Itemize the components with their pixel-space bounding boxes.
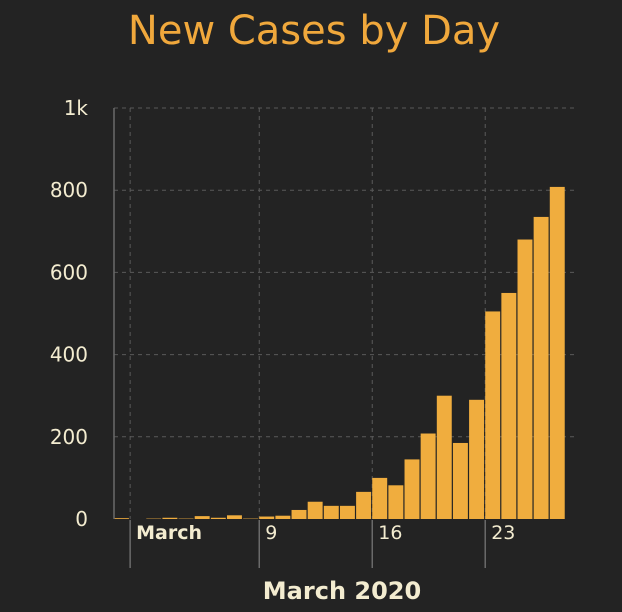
x-tick-label: March (136, 522, 202, 544)
bar (388, 485, 404, 519)
bar (259, 516, 275, 519)
bar (339, 505, 355, 519)
bar-layer (114, 186, 565, 520)
y-tick-label: 200 (50, 425, 88, 449)
bar (162, 517, 178, 519)
bar (210, 517, 226, 519)
bar (356, 491, 372, 519)
bar (114, 518, 129, 519)
bar (501, 292, 517, 519)
bar (469, 399, 485, 519)
y-tick-label: 0 (75, 507, 88, 531)
bar (323, 505, 339, 519)
x-axis-label: March 2020 (263, 577, 421, 605)
bar (291, 509, 307, 519)
bar (275, 515, 291, 519)
y-tick-label: 600 (50, 260, 88, 284)
bar (533, 216, 549, 520)
axis-layer: 0 200 400 600 800 1k March 9 16 23 (50, 96, 515, 568)
y-tick-label: 400 (50, 343, 88, 367)
x-tick-label: 23 (491, 522, 515, 544)
bar (452, 442, 468, 519)
x-tick-label: 9 (265, 522, 277, 544)
bar (436, 395, 452, 519)
bar (372, 477, 388, 519)
bar (307, 501, 323, 519)
y-tick-label: 800 (50, 178, 88, 202)
bar (517, 239, 533, 519)
chart-title: New Cases by Day (128, 8, 500, 54)
bar (404, 459, 420, 519)
bar (420, 433, 436, 519)
bar (226, 515, 242, 519)
bar (485, 311, 501, 519)
bar (194, 516, 210, 519)
x-tick-label: 16 (378, 522, 402, 544)
y-tick-label: 1k (64, 96, 89, 120)
bar (549, 186, 565, 520)
